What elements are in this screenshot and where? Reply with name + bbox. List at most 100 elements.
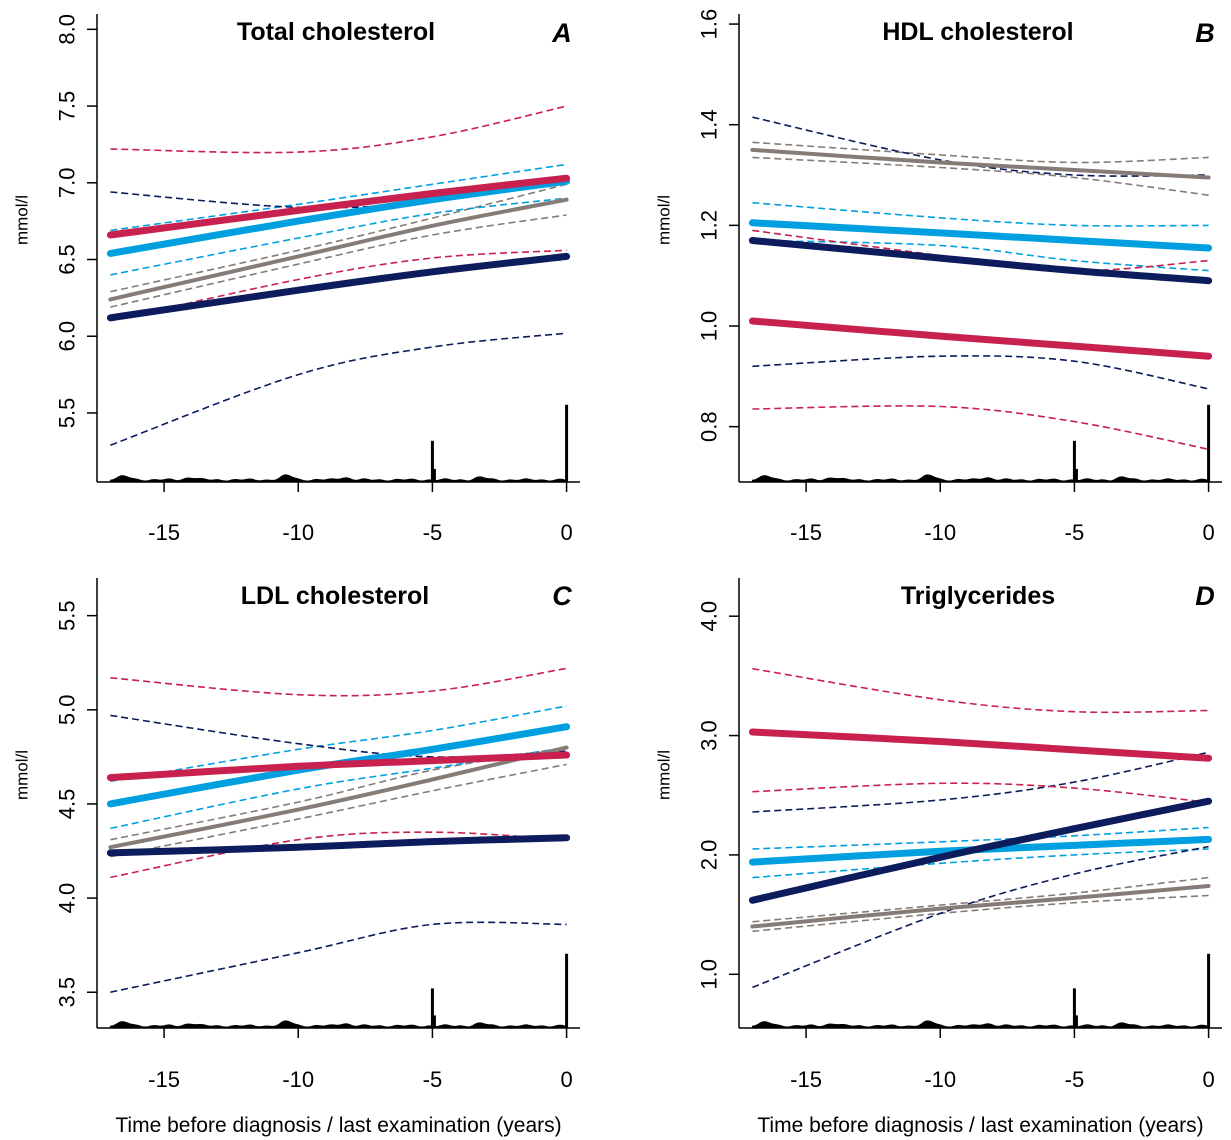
x-tick-label: -5: [423, 520, 443, 545]
ci-lower-blue: [752, 239, 1209, 272]
ci-upper-blue: [110, 705, 567, 783]
panel-letter: B: [1195, 18, 1215, 48]
ci-lower-blue: [752, 848, 1209, 879]
series-line-navy: [106, 834, 571, 857]
density-rug: [751, 474, 1210, 483]
panel-letter: D: [1195, 581, 1215, 611]
panel-B: 0.8 1.0 1.2 1.4 1.6 -15 -10 -5 0 mmol/l HDL choles…: [655, 9, 1222, 545]
density-rug: [109, 474, 568, 483]
series-line-blue: [748, 835, 1213, 866]
panel-C: 3.5 4.0 4.5 5.0 5.5 -15 -10 -5 0 mmol/l LDL choles…: [13, 578, 580, 1137]
ci-upper-blue: [110, 163, 567, 232]
x-tick-label: -5: [423, 1067, 443, 1092]
ci-upper-red: [110, 667, 567, 697]
y-tick-label: 4.0: [697, 601, 722, 632]
density-spike-minus5: [1072, 988, 1076, 1028]
y-tick-label: 4.0: [55, 883, 80, 914]
series-line-red: [106, 751, 571, 782]
ci-upper-navy: [752, 751, 1209, 813]
series-line-gray: [750, 884, 1211, 929]
ci-lower-gray: [752, 894, 1209, 933]
y-tick-label: 1.2: [697, 210, 722, 241]
panel-title: LDL cholesterol: [241, 582, 429, 610]
ci-upper-gray: [752, 876, 1209, 923]
x-tick-label: 0: [1202, 1067, 1214, 1092]
ci-lower-gray: [110, 214, 567, 308]
ci-upper-red: [752, 667, 1209, 714]
y-tick-label: 2.0: [697, 840, 722, 871]
ci-lower-gray: [110, 763, 567, 858]
y-tick-label: 1.4: [697, 109, 722, 140]
series-line-red: [106, 174, 571, 239]
x-tick-label: 0: [1202, 520, 1214, 545]
y-tick-label: 7.5: [55, 91, 80, 122]
density-rug: [109, 1020, 568, 1029]
y-tick-label: 3.0: [697, 720, 722, 751]
density-rug: [751, 1020, 1210, 1029]
ci-lower-navy: [752, 845, 1209, 989]
density-spike-minus5b: [1074, 1015, 1078, 1028]
x-tick-label: 0: [560, 1067, 572, 1092]
density-spike-minus5b: [432, 1015, 436, 1028]
y-tick-label: 1.6: [697, 9, 722, 40]
ci-lower-navy: [110, 921, 567, 993]
x-tick-label: -10: [924, 1067, 956, 1092]
panel-title: HDL cholesterol: [882, 18, 1073, 46]
panel-A: 5.5 6.0 6.5 7.0 7.5 8.0 -15 -10 -5 0 mmol/l Total c…: [13, 14, 580, 545]
panel-D: 1.0 2.0 3.0 4.0 -15 -10 -5 0 mmol/l Triglycerides…: [655, 578, 1222, 1137]
series-line-navy: [748, 237, 1213, 285]
series-line-gray: [108, 745, 569, 850]
ci-upper-red: [110, 105, 567, 154]
x-tick-label: -15: [148, 1067, 180, 1092]
density-spike-minus5: [1072, 440, 1076, 482]
y-tick-label: 3.5: [55, 977, 80, 1008]
y-tick-label: 1.0: [697, 311, 722, 342]
y-axis-label: mmol/l: [655, 750, 674, 800]
density-spike-zero: [1207, 404, 1211, 482]
y-tick-label: 4.5: [55, 789, 80, 820]
ci-upper-blue: [752, 826, 1209, 850]
x-tick-label: -10: [282, 520, 314, 545]
x-tick-label: 0: [560, 520, 572, 545]
density-spike-minus5: [430, 988, 434, 1028]
series-line-navy: [106, 252, 571, 322]
ci-lower-red: [110, 831, 567, 879]
density-spike-zero: [565, 953, 569, 1028]
y-tick-label: 6.0: [55, 321, 80, 352]
y-axis-label: mmol/l: [13, 195, 32, 245]
ci-lower-gray: [752, 156, 1209, 196]
x-axis-label: Time before diagnosis / last examination…: [757, 1114, 1203, 1137]
ci-lower-red: [752, 405, 1209, 451]
ci-lower-blue: [110, 197, 567, 276]
y-tick-label: 5.5: [55, 600, 80, 631]
ci-upper-blue: [752, 201, 1209, 227]
ci-lower-navy: [752, 355, 1209, 390]
x-tick-label: -15: [148, 520, 180, 545]
series-line-gray: [750, 147, 1211, 180]
ci-upper-navy: [110, 178, 567, 209]
x-tick-label: -5: [1065, 520, 1085, 545]
series-line-blue: [748, 219, 1213, 252]
density-spike-zero: [1207, 953, 1211, 1028]
series-line-blue: [106, 177, 571, 257]
ci-lower-navy: [110, 332, 567, 446]
y-tick-label: 5.0: [55, 695, 80, 726]
series-line-navy: [748, 797, 1213, 904]
x-tick-label: -15: [790, 1067, 822, 1092]
x-tick-label: -10: [924, 520, 956, 545]
y-tick-label: 5.5: [55, 398, 80, 429]
series-line-red: [748, 317, 1213, 360]
x-tick-label: -15: [790, 520, 822, 545]
density-spike-minus5b: [432, 468, 436, 482]
series-line-gray: [108, 197, 569, 302]
ci-upper-gray: [752, 141, 1209, 164]
y-axis-label: mmol/l: [13, 750, 32, 800]
y-tick-label: 6.5: [55, 244, 80, 275]
density-spike-minus5b: [1074, 468, 1078, 482]
density-spike-zero: [565, 404, 569, 482]
panel-letter: A: [551, 18, 572, 48]
x-axis-label: Time before diagnosis / last examination…: [115, 1114, 561, 1137]
y-tick-label: 8.0: [55, 14, 80, 45]
y-tick-label: 1.0: [697, 959, 722, 990]
